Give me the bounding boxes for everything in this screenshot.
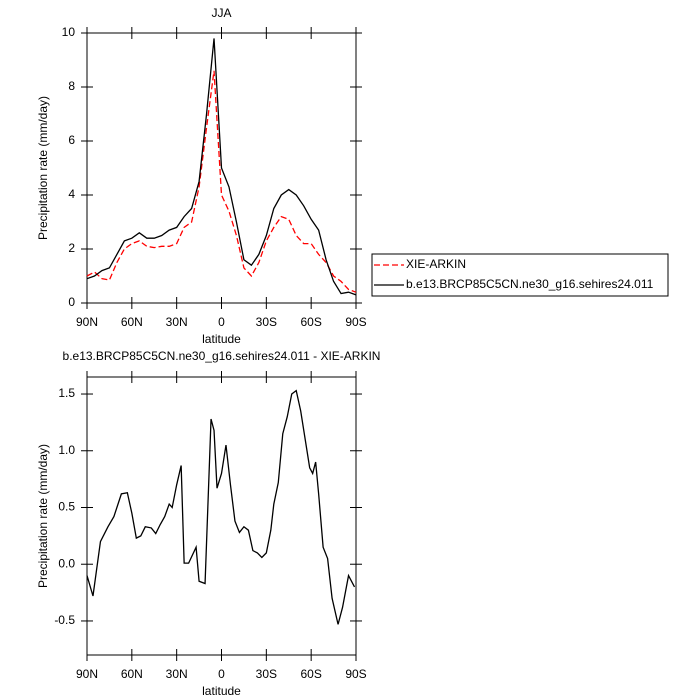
plot-frame (86, 376, 357, 656)
data-line (86, 70, 357, 293)
x-tick-label: 90N (76, 315, 98, 329)
data-line (86, 389, 356, 625)
chart-title: JJA (211, 6, 231, 20)
data-line (86, 38, 357, 296)
y-tick-label: 1.5 (58, 386, 75, 400)
x-tick-label: 30S (256, 315, 277, 329)
y-axis-label: Precipitation rate (mm/day) (36, 444, 50, 588)
y-tick-label: 10 (62, 25, 76, 39)
legend-box (371, 253, 669, 297)
y-tick-label: 8 (68, 79, 75, 93)
x-tick-label: 60S (300, 315, 321, 329)
y-tick-label: 2 (68, 241, 75, 255)
x-tick-label: 90S (345, 315, 366, 329)
x-tick-label: 60N (121, 315, 143, 329)
y-tick-label: -0.5 (54, 613, 75, 627)
legend-label: XIE-ARKIN (406, 257, 466, 271)
x-tick-label: 30S (256, 667, 277, 681)
y-tick-label: 0 (68, 295, 75, 309)
y-tick-label: 1.0 (58, 443, 75, 457)
x-tick-label: 90N (76, 667, 98, 681)
y-tick-label: 6 (68, 133, 75, 147)
y-tick-label: 0.5 (58, 500, 75, 514)
x-axis-label: latitude (202, 684, 241, 698)
chart-title: b.e13.BRCP85C5CN.ne30_g16.sehires24.011 … (63, 349, 381, 363)
plot-frame (86, 32, 357, 304)
y-tick-label: 4 (68, 187, 75, 201)
x-tick-label: 60N (121, 667, 143, 681)
y-axis-label: Precipitation rate (mm/day) (36, 96, 50, 240)
legend-label: b.e13.BRCP85C5CN.ne30_g16.sehires24.011 (406, 277, 654, 291)
x-tick-label: 0 (218, 315, 225, 329)
x-tick-label: 0 (218, 667, 225, 681)
x-tick-label: 60S (300, 667, 321, 681)
y-tick-label: 0.0 (58, 556, 75, 570)
x-tick-label: 90S (345, 667, 366, 681)
x-tick-label: 30N (166, 315, 188, 329)
x-tick-label: 30N (166, 667, 188, 681)
x-axis-label: latitude (202, 332, 241, 346)
